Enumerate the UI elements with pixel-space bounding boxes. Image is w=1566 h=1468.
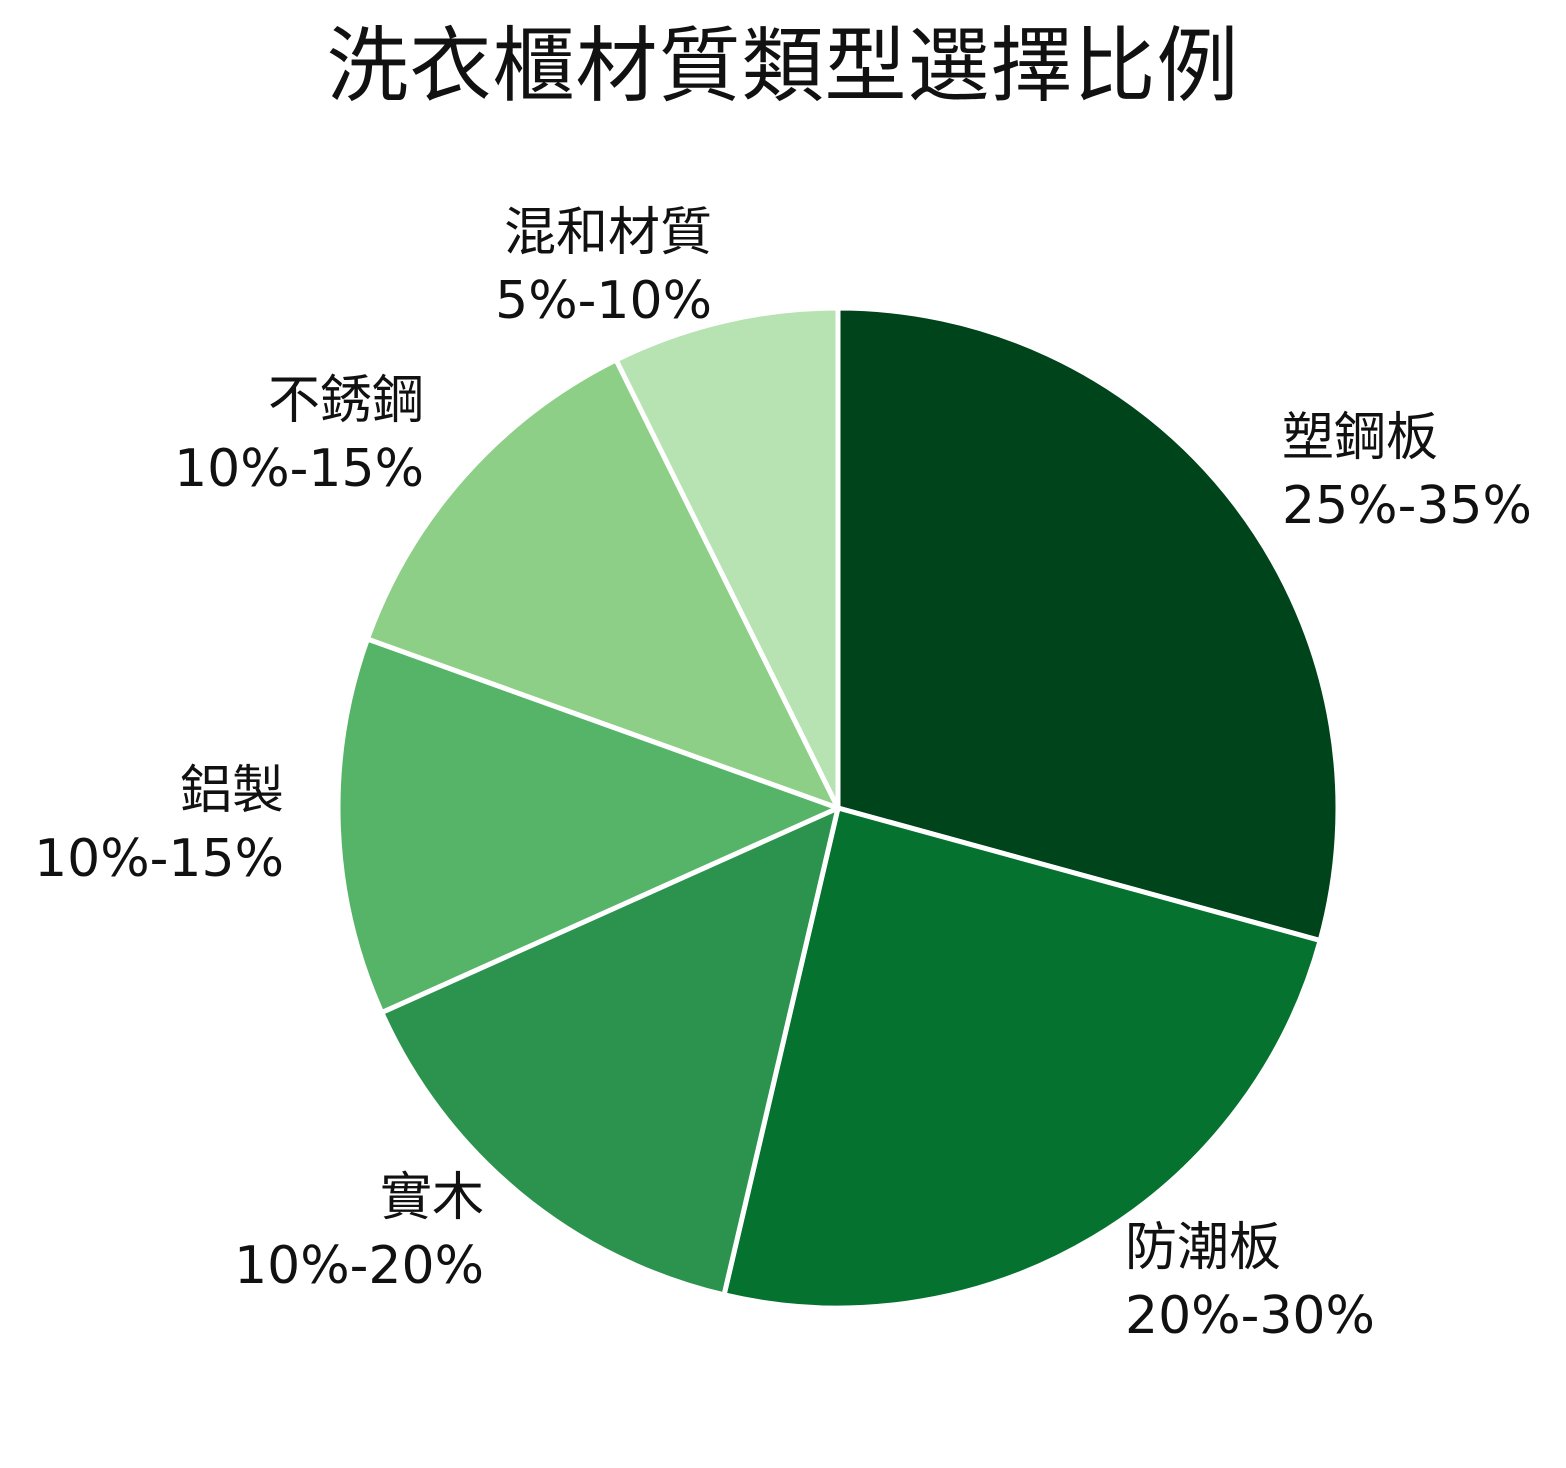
slice-category-label: 塑鋼板 xyxy=(1282,408,1438,468)
slice-category-label: 不銹鋼 xyxy=(268,371,424,431)
pie-slice xyxy=(335,636,841,1016)
pie-labels: 塑鋼板 25%-35% 防潮板 20%-30% 實木 10%-20% 鋁製 10%-15% 不銹… xyxy=(34,203,1532,1346)
pie-slices xyxy=(335,305,1341,1311)
slice-category-label: 實木 xyxy=(380,1168,484,1228)
slice-range-label: 5%-10% xyxy=(495,271,712,331)
slice-category-label: 防潮板 xyxy=(1125,1218,1281,1278)
slice-range-label: 20%-30% xyxy=(1125,1286,1375,1346)
pie-slice xyxy=(835,305,1341,943)
pie-slice xyxy=(379,805,841,1298)
slice-category-label: 混和材質 xyxy=(504,203,712,263)
pie-slice xyxy=(721,805,1323,1311)
slice-range-label: 10%-15% xyxy=(34,829,284,889)
pie-slice xyxy=(613,305,841,811)
slice-range-label: 25%-35% xyxy=(1282,476,1532,536)
slice-range-label: 10%-15% xyxy=(174,439,424,499)
slice-category-label: 鋁製 xyxy=(180,761,284,821)
slice-range-label: 10%-20% xyxy=(234,1236,484,1296)
chart-title: 洗衣櫃材質類型選擇比例 xyxy=(326,19,1240,114)
pie-slice xyxy=(364,357,841,811)
